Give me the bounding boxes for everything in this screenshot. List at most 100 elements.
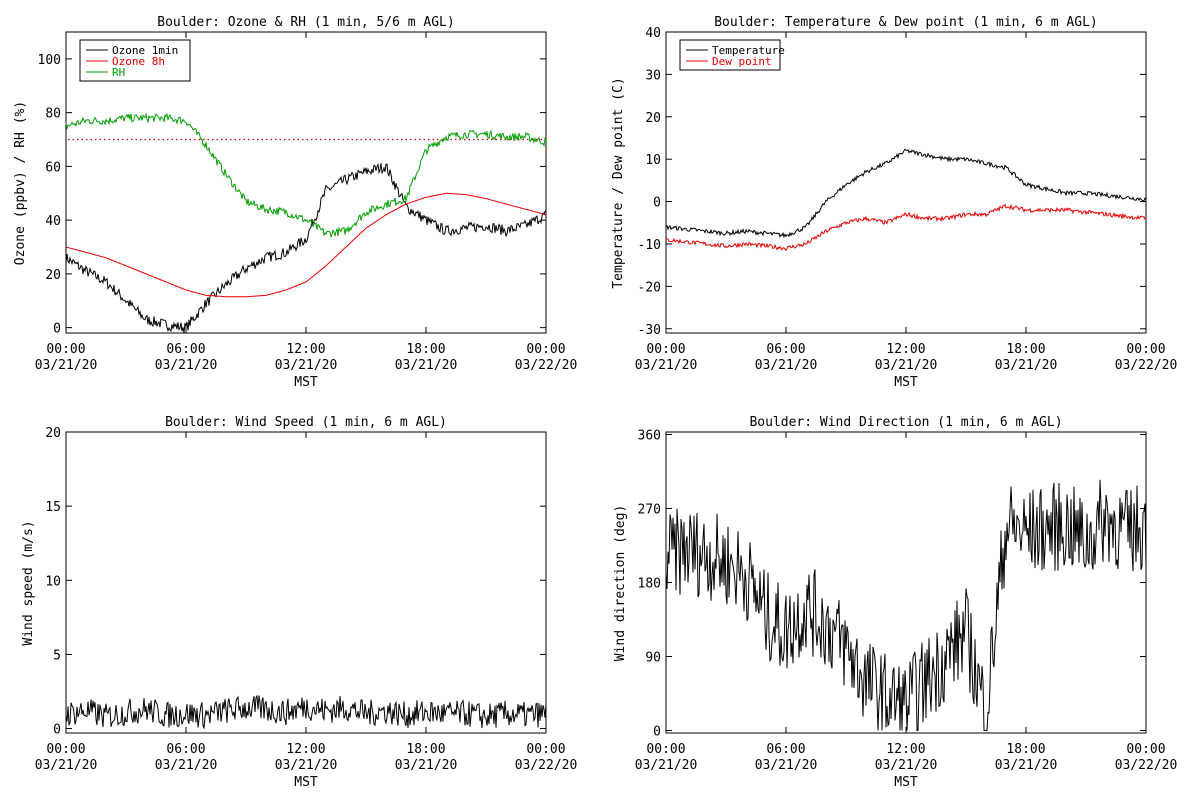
y-ticks-ozone-rh: 0 20 40 60 80 100: [38, 53, 546, 337]
x-ticks-ozone-rh: 00:0003/21/2006:0003/21/2012:0003/21/201…: [35, 32, 578, 373]
series-wind-speed: [65, 694, 547, 730]
x-tick-time-label: 18:00: [1006, 742, 1045, 757]
series-line-rh: [65, 112, 547, 239]
series-line-dew-point: [665, 203, 1146, 252]
x-tick-date-label: 03/21/20: [155, 358, 218, 373]
x-tick-time-label: 18:00: [1006, 342, 1045, 357]
series-line-temperature: [665, 148, 1147, 239]
x-axis-label-wind-speed: MST: [294, 775, 318, 790]
x-axis-label-wind-direction: MST: [894, 775, 918, 790]
series-ozone-rh: [65, 112, 547, 333]
chart-title-ozone-rh: Boulder: Ozone & RH (1 min, 5/6 m AGL): [157, 15, 454, 30]
x-axis-label-ozone-rh: MST: [294, 375, 318, 390]
x-tick-date-label: 03/21/20: [755, 758, 818, 773]
y-tick-label: 15: [45, 500, 61, 515]
y-tick-label: 0: [53, 723, 61, 738]
y-axis-label-wind-speed: Wind speed (m/s): [21, 520, 36, 645]
x-tick-date-label: 03/22/20: [515, 758, 578, 773]
x-tick-time-label: 12:00: [886, 342, 925, 357]
x-tick-date-label: 03/21/20: [995, 358, 1058, 373]
plot-frame-temperature: [665, 31, 1147, 334]
x-tick-time-label: 06:00: [766, 742, 805, 757]
y-tick-label: 90: [645, 651, 661, 666]
x-tick-date-label: 03/21/20: [875, 358, 938, 373]
x-tick-time-label: 00:00: [1126, 742, 1165, 757]
x-tick-time-label: 18:00: [406, 742, 445, 757]
series-line-panel3: [665, 479, 1147, 731]
x-tick-date-label: 03/21/20: [755, 358, 818, 373]
x-axis-label-temperature: MST: [894, 375, 918, 390]
y-ticks-wind-direction: 0 90 180 270 360: [638, 428, 1146, 740]
x-tick-time-label: 00:00: [46, 342, 85, 357]
legend-label: Ozone 1min: [112, 44, 178, 57]
x-tick-date-label: 03/21/20: [395, 358, 458, 373]
panel-ozone-rh: Boulder: Ozone & RH (1 min, 5/6 m AGL) O…: [13, 15, 577, 390]
y-ticks-temperature: -30 -20 -10 0 10 20 30 40: [638, 26, 1146, 338]
legend-label: Temperature: [712, 44, 785, 57]
x-tick-time-label: 00:00: [1126, 342, 1165, 357]
x-tick-time-label: 00:00: [46, 742, 85, 757]
y-tick-label: 180: [638, 577, 661, 592]
x-tick-time-label: 06:00: [766, 342, 805, 357]
y-axis-label-wind-direction: Wind direction (deg): [613, 505, 628, 662]
series-line-ozone-1min: [65, 162, 547, 333]
x-tick-date-label: 03/22/20: [1115, 758, 1178, 773]
x-tick-time-label: 12:00: [286, 342, 325, 357]
y-ticks-wind-speed: 0 5 10 15 20: [45, 426, 546, 738]
panel-wind-direction: Boulder: Wind Direction (1 min, 6 m AGL)…: [613, 415, 1177, 790]
x-ticks-wind-direction: 00:0003/21/2006:0003/21/2012:0003/21/201…: [635, 432, 1178, 773]
legend-box: [679, 39, 781, 71]
x-tick-date-label: 03/21/20: [635, 758, 698, 773]
y-tick-label: 20: [645, 111, 661, 126]
x-tick-time-label: 00:00: [526, 342, 565, 357]
y-tick-label: 0: [653, 725, 661, 740]
x-tick-date-label: 03/22/20: [1115, 358, 1178, 373]
chart-title-temperature: Boulder: Temperature & Dew point (1 min,…: [714, 15, 1098, 30]
legend-label: Ozone 8h: [112, 55, 165, 68]
x-tick-time-label: 00:00: [526, 742, 565, 757]
y-tick-label: 20: [45, 268, 61, 283]
y-tick-label: 5: [53, 648, 61, 663]
plot-frame-wind-speed: [65, 431, 547, 734]
legend-label: Dew point: [712, 55, 772, 68]
y-tick-label: 0: [653, 196, 661, 211]
x-tick-date-label: 03/22/20: [515, 358, 578, 373]
x-tick-date-label: 03/21/20: [275, 758, 338, 773]
x-tick-date-label: 03/21/20: [35, 758, 98, 773]
y-tick-label: 100: [38, 53, 61, 68]
y-tick-label: 270: [638, 502, 661, 517]
x-tick-time-label: 12:00: [286, 742, 325, 757]
x-tick-date-label: 03/21/20: [875, 758, 938, 773]
x-tick-time-label: 06:00: [166, 342, 205, 357]
x-ticks-temperature: 00:0003/21/2006:0003/21/2012:0003/21/201…: [635, 32, 1178, 373]
y-tick-label: 20: [45, 426, 61, 441]
y-tick-label: -30: [638, 323, 661, 338]
y-tick-label: 10: [45, 574, 61, 589]
x-tick-date-label: 03/21/20: [35, 358, 98, 373]
panel-temperature-dewpoint: Boulder: Temperature & Dew point (1 min,…: [611, 15, 1177, 390]
chart-title-wind-direction: Boulder: Wind Direction (1 min, 6 m AGL): [749, 415, 1062, 430]
y-tick-label: 80: [45, 107, 61, 122]
y-tick-label: 0: [53, 322, 61, 337]
x-tick-time-label: 00:00: [646, 742, 685, 757]
y-axis-label-ozone-rh: Ozone (ppbv) / RH (%): [13, 101, 28, 265]
series-line-panel2: [65, 694, 547, 730]
y-tick-label: -20: [638, 280, 661, 295]
y-tick-label: 10: [645, 153, 661, 168]
y-tick-label: -10: [638, 238, 661, 253]
x-tick-date-label: 03/21/20: [995, 758, 1058, 773]
x-tick-date-label: 03/21/20: [395, 758, 458, 773]
y-tick-label: 40: [45, 214, 61, 229]
legend-label: RH: [112, 66, 125, 79]
x-tick-date-label: 03/21/20: [275, 358, 338, 373]
y-tick-label: 60: [45, 160, 61, 175]
x-tick-date-label: 03/21/20: [155, 758, 218, 773]
y-tick-label: 360: [638, 428, 661, 443]
x-ticks-wind-speed: 00:0003/21/2006:0003/21/2012:0003/21/201…: [35, 432, 578, 773]
panel-wind-speed: Boulder: Wind Speed (1 min, 6 m AGL) Win…: [21, 415, 577, 790]
x-tick-time-label: 06:00: [166, 742, 205, 757]
x-tick-time-label: 18:00: [406, 342, 445, 357]
